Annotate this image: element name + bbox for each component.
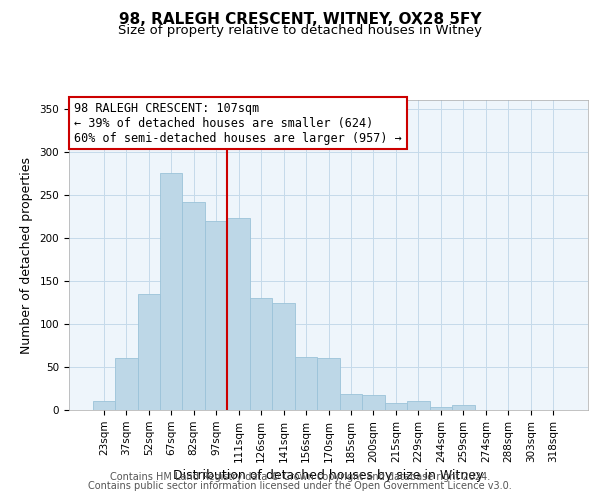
Y-axis label: Number of detached properties: Number of detached properties — [20, 156, 32, 354]
Bar — [340, 394, 362, 410]
Bar — [205, 220, 227, 410]
Bar — [295, 356, 317, 410]
Bar — [182, 202, 205, 410]
Bar — [317, 358, 340, 410]
X-axis label: Distribution of detached houses by size in Witney: Distribution of detached houses by size … — [173, 469, 484, 482]
Bar — [227, 218, 250, 410]
Bar — [430, 406, 452, 410]
Bar — [452, 405, 475, 410]
Text: Contains HM Land Registry data © Crown copyright and database right 2024.: Contains HM Land Registry data © Crown c… — [110, 472, 490, 482]
Bar — [272, 303, 295, 410]
Bar — [385, 403, 407, 410]
Bar — [115, 358, 137, 410]
Bar — [362, 396, 385, 410]
Bar — [160, 173, 182, 410]
Bar — [407, 400, 430, 410]
Bar — [250, 298, 272, 410]
Text: 98, RALEGH CRESCENT, WITNEY, OX28 5FY: 98, RALEGH CRESCENT, WITNEY, OX28 5FY — [119, 12, 481, 28]
Bar — [137, 294, 160, 410]
Text: Contains public sector information licensed under the Open Government Licence v3: Contains public sector information licen… — [88, 481, 512, 491]
Text: Size of property relative to detached houses in Witney: Size of property relative to detached ho… — [118, 24, 482, 37]
Bar — [92, 400, 115, 410]
Text: 98 RALEGH CRESCENT: 107sqm
← 39% of detached houses are smaller (624)
60% of sem: 98 RALEGH CRESCENT: 107sqm ← 39% of deta… — [74, 102, 402, 144]
